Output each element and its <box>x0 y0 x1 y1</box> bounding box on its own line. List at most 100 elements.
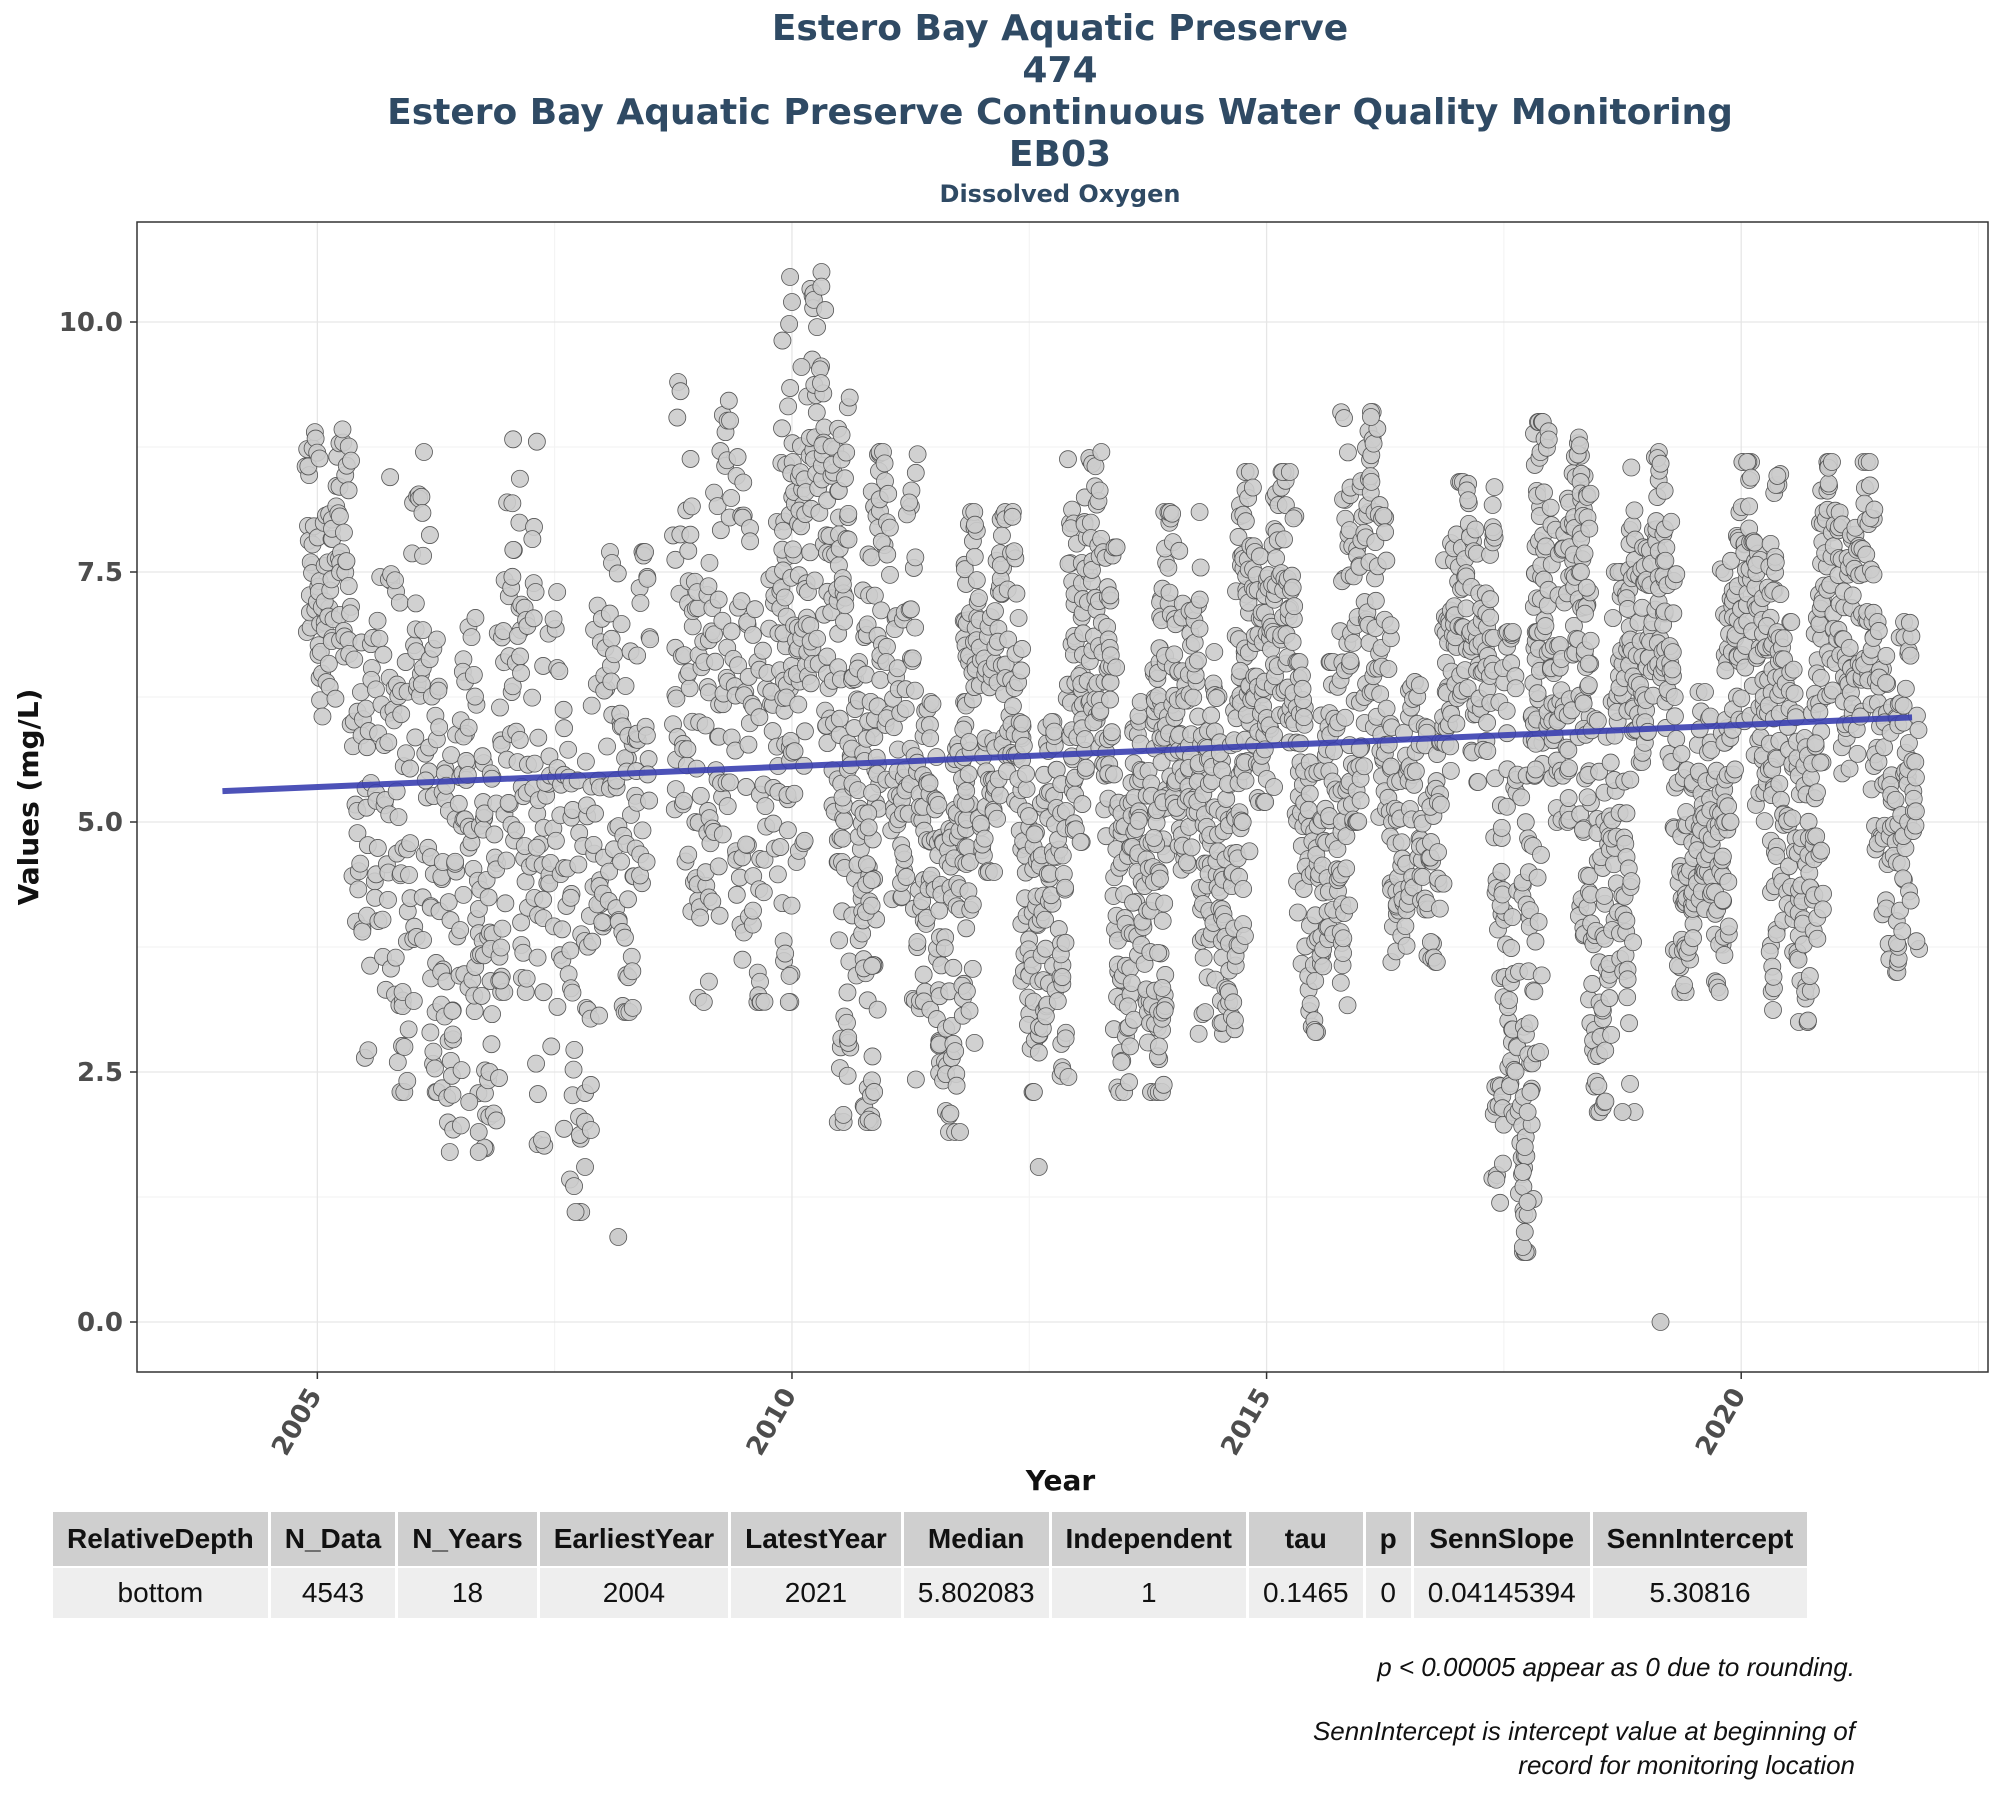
data-point <box>838 983 857 1002</box>
data-point <box>396 653 415 671</box>
data-point <box>1521 1083 1540 1101</box>
data-point <box>1341 652 1360 670</box>
data-point <box>708 497 727 516</box>
data-point <box>1155 894 1174 913</box>
data-point <box>1382 757 1400 776</box>
data-point <box>1355 757 1374 776</box>
chart-title-line-1: Estero Bay Aquatic Preserve <box>771 8 1349 49</box>
data-point <box>503 494 522 513</box>
data-point <box>830 931 849 950</box>
data-point <box>1604 609 1622 627</box>
data-point <box>862 871 881 889</box>
data-point <box>583 932 602 951</box>
stats-header-n_years: N_Years <box>398 1512 537 1566</box>
data-point <box>1165 645 1184 664</box>
data-point <box>1004 697 1022 715</box>
data-point <box>637 726 656 745</box>
data-point <box>1374 506 1393 525</box>
intercept-note: SennIntercept is intercept value at begi… <box>1313 1714 1855 1782</box>
data-point <box>975 829 994 848</box>
data-point <box>1613 1103 1632 1121</box>
data-point <box>957 919 976 938</box>
data-point <box>389 808 408 827</box>
data-point <box>1335 409 1353 427</box>
data-point <box>1163 504 1182 523</box>
data-point <box>835 612 853 631</box>
data-point <box>1071 833 1090 851</box>
stats-cell-median: 5.802083 <box>903 1568 1049 1618</box>
data-point <box>1784 660 1803 679</box>
data-point <box>863 1047 882 1066</box>
data-point <box>780 966 799 985</box>
data-point <box>894 844 913 862</box>
data-point <box>1314 957 1333 976</box>
data-point <box>750 708 769 727</box>
data-point <box>1906 802 1925 821</box>
data-point <box>1025 825 1044 844</box>
data-point <box>623 998 642 1017</box>
data-point <box>1497 797 1516 816</box>
data-point <box>491 971 510 990</box>
data-point <box>342 451 360 470</box>
data-point <box>1502 939 1521 957</box>
data-point <box>1189 1024 1208 1043</box>
data-point <box>1170 541 1189 560</box>
data-point <box>862 896 881 915</box>
data-point <box>443 1002 462 1020</box>
data-point <box>1120 1073 1138 1092</box>
data-point <box>1466 520 1485 539</box>
data-point <box>858 855 876 874</box>
data-point <box>779 993 798 1011</box>
data-point <box>407 642 426 661</box>
data-point <box>427 630 446 649</box>
data-point <box>906 1070 925 1089</box>
data-point <box>985 863 1003 881</box>
data-point <box>1487 1170 1506 1189</box>
data-point <box>1578 788 1597 807</box>
data-point <box>1029 1158 1048 1176</box>
data-point <box>1379 660 1398 678</box>
data-point <box>1617 804 1636 823</box>
rounding-note: p < 0.00005 appear as 0 due to rounding. <box>1377 1652 1855 1682</box>
data-point <box>421 1023 440 1042</box>
data-point <box>1877 647 1896 665</box>
stats-header-sennslope: SennSlope <box>1413 1512 1590 1566</box>
data-point <box>923 694 942 713</box>
data-point <box>696 716 715 735</box>
data-point <box>991 786 1009 805</box>
data-point <box>1397 936 1416 955</box>
data-point <box>929 796 948 814</box>
data-point <box>1526 760 1545 779</box>
data-point <box>1579 654 1598 673</box>
data-point <box>370 629 389 648</box>
data-point <box>993 526 1011 545</box>
data-point <box>783 293 801 311</box>
data-point <box>1789 950 1808 969</box>
data-point <box>1580 519 1599 538</box>
data-point <box>426 1059 444 1078</box>
data-point <box>906 463 925 482</box>
data-point <box>774 521 792 540</box>
data-point <box>451 1116 470 1135</box>
data-point <box>834 1105 853 1124</box>
data-point <box>1518 1103 1537 1121</box>
data-point <box>1340 896 1359 915</box>
data-point <box>1182 838 1201 857</box>
data-point <box>443 1025 462 1044</box>
data-point <box>503 567 522 586</box>
data-point <box>459 718 478 737</box>
data-point <box>1857 545 1876 564</box>
data-point <box>1233 813 1252 831</box>
data-point <box>1036 1007 1055 1026</box>
data-point <box>619 890 637 909</box>
data-point <box>1719 917 1738 936</box>
data-point <box>1349 812 1368 831</box>
data-point <box>729 656 747 675</box>
data-point <box>1300 784 1319 803</box>
chart-title-block: Estero Bay Aquatic Preserve 474 Estero B… <box>0 8 2000 212</box>
data-point <box>746 600 764 619</box>
stats-cell-sennslope: 0.04145394 <box>1413 1568 1590 1618</box>
data-point <box>386 571 404 590</box>
data-point <box>473 747 492 766</box>
stats-cell-latestyear: 2021 <box>731 1568 901 1618</box>
